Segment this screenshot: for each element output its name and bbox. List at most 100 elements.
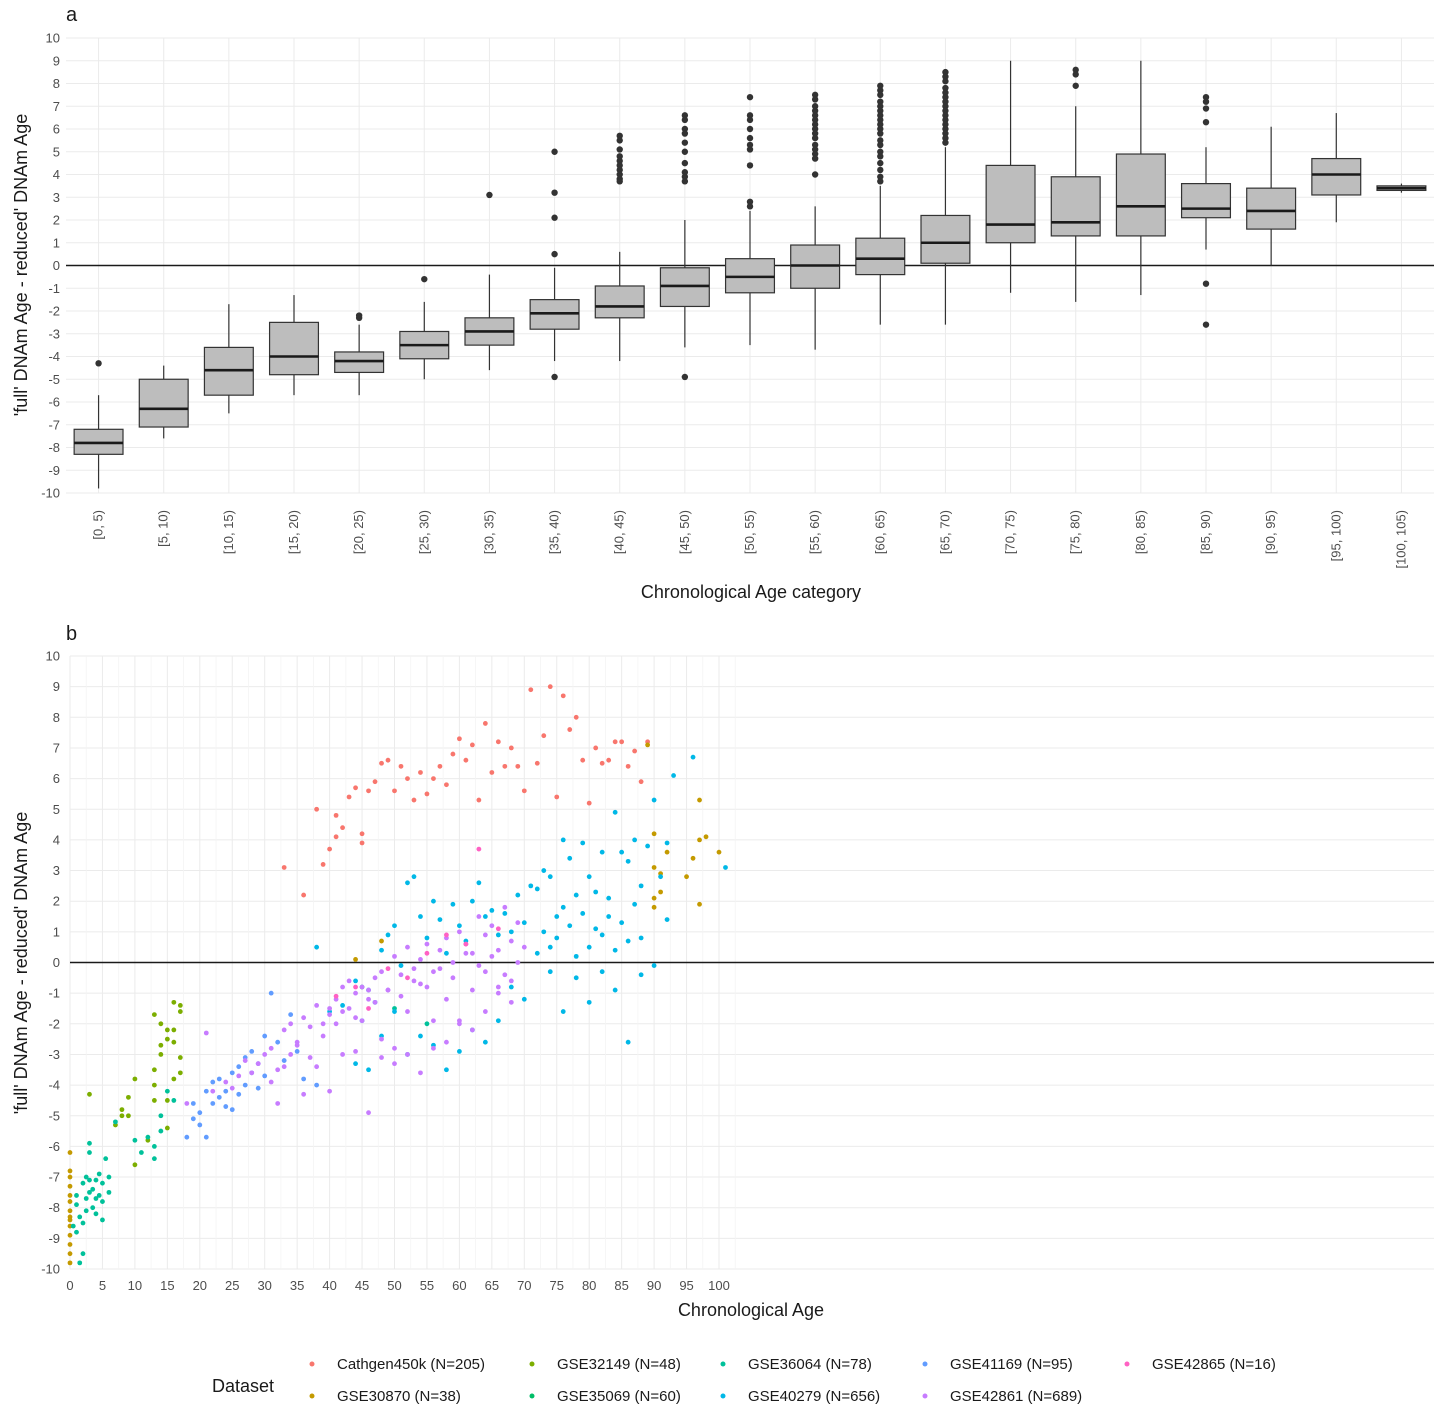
outlier-point xyxy=(877,178,884,185)
box-8 xyxy=(594,132,645,362)
box-2 xyxy=(203,304,254,414)
panel-a-x-axis-title: Chronological Age category xyxy=(641,582,861,602)
outlier-point xyxy=(1072,66,1079,74)
data-point xyxy=(151,1082,157,1088)
data-point xyxy=(437,763,443,769)
data-point xyxy=(90,1186,96,1192)
data-point xyxy=(482,1039,488,1045)
x-tick-label: 15 xyxy=(160,1278,174,1293)
box-0 xyxy=(73,360,124,489)
data-point xyxy=(547,874,553,880)
panel-a-label: a xyxy=(66,4,78,26)
data-point xyxy=(573,892,579,898)
data-point xyxy=(638,935,644,941)
data-point xyxy=(534,950,540,956)
outlier-point xyxy=(942,125,949,133)
data-point xyxy=(431,1018,436,1024)
panel-a-boxes xyxy=(73,60,1427,489)
data-point xyxy=(664,849,670,855)
outlier-point xyxy=(616,157,623,165)
box-20 xyxy=(1376,183,1427,193)
outlier-point xyxy=(942,68,949,76)
data-point xyxy=(502,763,508,769)
data-point xyxy=(301,1091,307,1097)
data-point xyxy=(93,1211,99,1217)
data-point xyxy=(379,947,384,953)
x-tick-label: [15, 20) xyxy=(286,510,301,554)
data-point xyxy=(70,1223,76,1229)
data-point xyxy=(560,693,566,699)
data-point xyxy=(320,1033,326,1039)
outlier-point xyxy=(877,166,884,174)
y-tick-label: 10 xyxy=(46,31,60,46)
data-point xyxy=(366,1006,371,1011)
data-point xyxy=(340,825,345,831)
x-tick-label: 20 xyxy=(193,1278,207,1293)
data-point xyxy=(132,1076,138,1082)
data-point xyxy=(132,1137,138,1143)
data-point xyxy=(87,1091,92,1097)
x-tick-label: 5 xyxy=(99,1278,106,1293)
box-17 xyxy=(1180,93,1232,328)
legend-swatch xyxy=(529,1393,535,1399)
data-point xyxy=(255,1085,261,1091)
data-point xyxy=(67,1232,73,1238)
data-point xyxy=(151,1012,157,1018)
data-point xyxy=(444,1039,449,1045)
outlier-point xyxy=(877,112,884,119)
x-tick-label: 70 xyxy=(517,1278,531,1293)
data-point xyxy=(242,1058,248,1063)
data-point xyxy=(372,975,378,981)
data-point xyxy=(210,1101,216,1106)
y-tick-label: 5 xyxy=(53,802,60,817)
data-point xyxy=(476,880,482,886)
outlier-point xyxy=(616,178,623,185)
x-tick-label: [0, 5) xyxy=(91,510,106,540)
data-point xyxy=(197,1110,203,1116)
data-point xyxy=(223,1104,229,1109)
data-point xyxy=(74,1193,79,1198)
outlier-point xyxy=(877,141,884,149)
data-point xyxy=(164,1088,170,1094)
data-point xyxy=(515,920,521,926)
data-point xyxy=(210,1088,216,1094)
legend-label: GSE42861 (N=689) xyxy=(950,1388,1082,1405)
data-point xyxy=(190,1116,196,1122)
data-point xyxy=(223,1079,229,1085)
data-point xyxy=(482,969,488,975)
outlier-point xyxy=(877,121,884,128)
data-point xyxy=(444,932,449,938)
data-point xyxy=(119,1107,125,1113)
data-point xyxy=(398,963,404,968)
legend-label: GSE40279 (N=656) xyxy=(748,1388,880,1405)
data-point xyxy=(392,1045,397,1051)
data-point xyxy=(262,1052,268,1057)
outlier-point xyxy=(681,139,689,146)
data-point xyxy=(67,1242,73,1247)
panel-b-label: b xyxy=(66,623,77,645)
y-tick-label: 9 xyxy=(53,679,60,694)
data-point xyxy=(80,1220,86,1226)
data-point xyxy=(262,1073,268,1079)
outlier-point xyxy=(811,112,819,119)
data-point xyxy=(307,1055,313,1060)
data-point xyxy=(177,1003,183,1008)
data-point xyxy=(236,1064,242,1070)
data-point xyxy=(495,984,501,990)
data-point xyxy=(333,834,339,840)
data-point xyxy=(392,1061,397,1067)
data-point xyxy=(77,1260,83,1266)
data-point xyxy=(353,1061,358,1067)
outlier-point xyxy=(551,214,558,221)
data-point xyxy=(67,1260,73,1266)
data-point xyxy=(463,941,469,947)
data-point xyxy=(223,1088,229,1094)
data-point xyxy=(242,1082,248,1088)
data-point xyxy=(508,745,514,751)
data-point xyxy=(87,1189,92,1195)
outlier-point xyxy=(811,141,819,149)
data-point xyxy=(113,1119,118,1125)
data-point xyxy=(418,770,423,775)
data-point xyxy=(80,1251,86,1257)
